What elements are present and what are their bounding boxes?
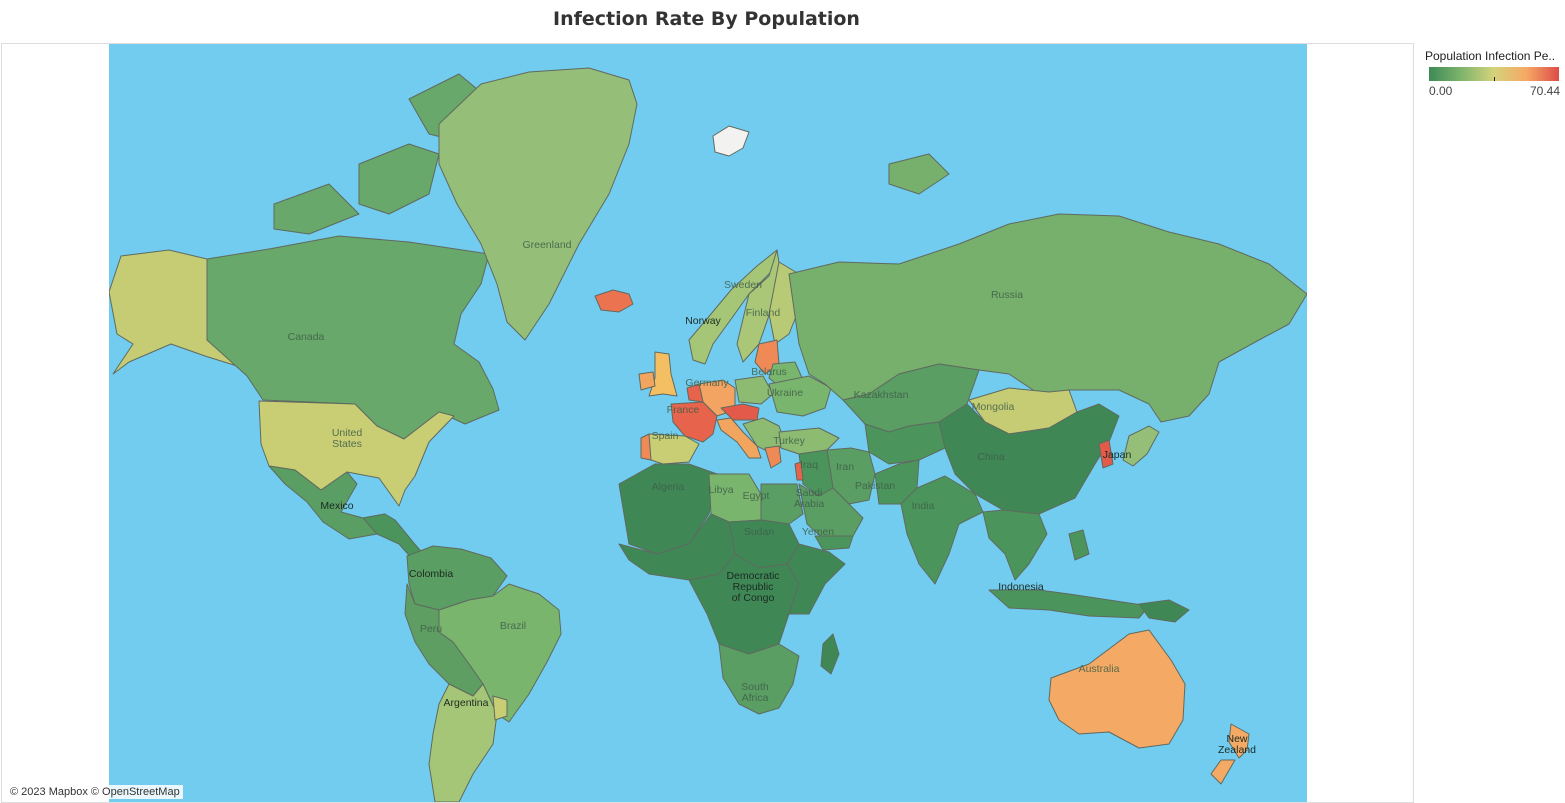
country-algeria[interactable] [618,463,718,555]
country-papua-new-guinea[interactable] [1138,599,1190,623]
country-benelux[interactable] [686,383,704,403]
country-italy[interactable] [716,417,762,459]
country-portugal[interactable] [640,433,652,461]
country-australia[interactable] [1048,629,1186,749]
country-southeast-asia[interactable] [982,509,1048,581]
country-yemen[interactable] [814,535,854,551]
country-philippines[interactable] [1068,529,1090,561]
country-east-africa[interactable] [786,543,846,615]
country-norway[interactable] [688,249,778,365]
country-greenland[interactable] [438,67,638,341]
country-alaska[interactable] [109,249,238,375]
country-canada[interactable] [206,73,500,440]
country-uruguay[interactable] [492,695,508,721]
country-southern-africa[interactable] [718,643,800,715]
legend-midpoint-tick [1494,77,1495,81]
country-south-korea[interactable] [1098,439,1114,469]
map-attribution[interactable]: © 2023 Mapbox © OpenStreetMap [7,785,183,799]
country-libya[interactable] [708,473,762,523]
country-iceland[interactable] [594,289,634,313]
country-israel[interactable] [794,461,804,481]
country-madagascar[interactable] [820,633,840,675]
country-ukraine[interactable] [768,375,832,417]
legend-max-label: 70.44 [1529,84,1560,98]
country-argentina-chile[interactable] [428,683,498,802]
country-ireland[interactable] [638,371,656,391]
country-austria-czech[interactable] [720,403,760,421]
map-viewport[interactable]: Canada United States Mexico Greenland Colombi… [1,43,1414,803]
country-indonesia[interactable] [988,589,1150,619]
color-legend[interactable]: Population Infection Pe.. 0.00 70.44 [1425,49,1563,98]
country-central-asia[interactable] [864,421,946,465]
country-greece[interactable] [764,445,782,469]
country-egypt[interactable] [760,483,804,525]
legend-gradient-bar [1429,67,1559,81]
legend-min-label: 0.00 [1429,84,1453,98]
country-new-zealand[interactable] [1210,723,1250,785]
country-saudi-arabia[interactable] [798,483,864,541]
country-india[interactable] [900,475,984,585]
country-poland[interactable] [734,375,774,405]
country-japan[interactable] [1122,425,1160,467]
country-layer [109,67,1307,802]
map-title: Infection Rate By Population [553,8,860,30]
country-svalbard[interactable] [712,125,750,157]
legend-title: Population Infection Pe.. [1425,49,1556,63]
